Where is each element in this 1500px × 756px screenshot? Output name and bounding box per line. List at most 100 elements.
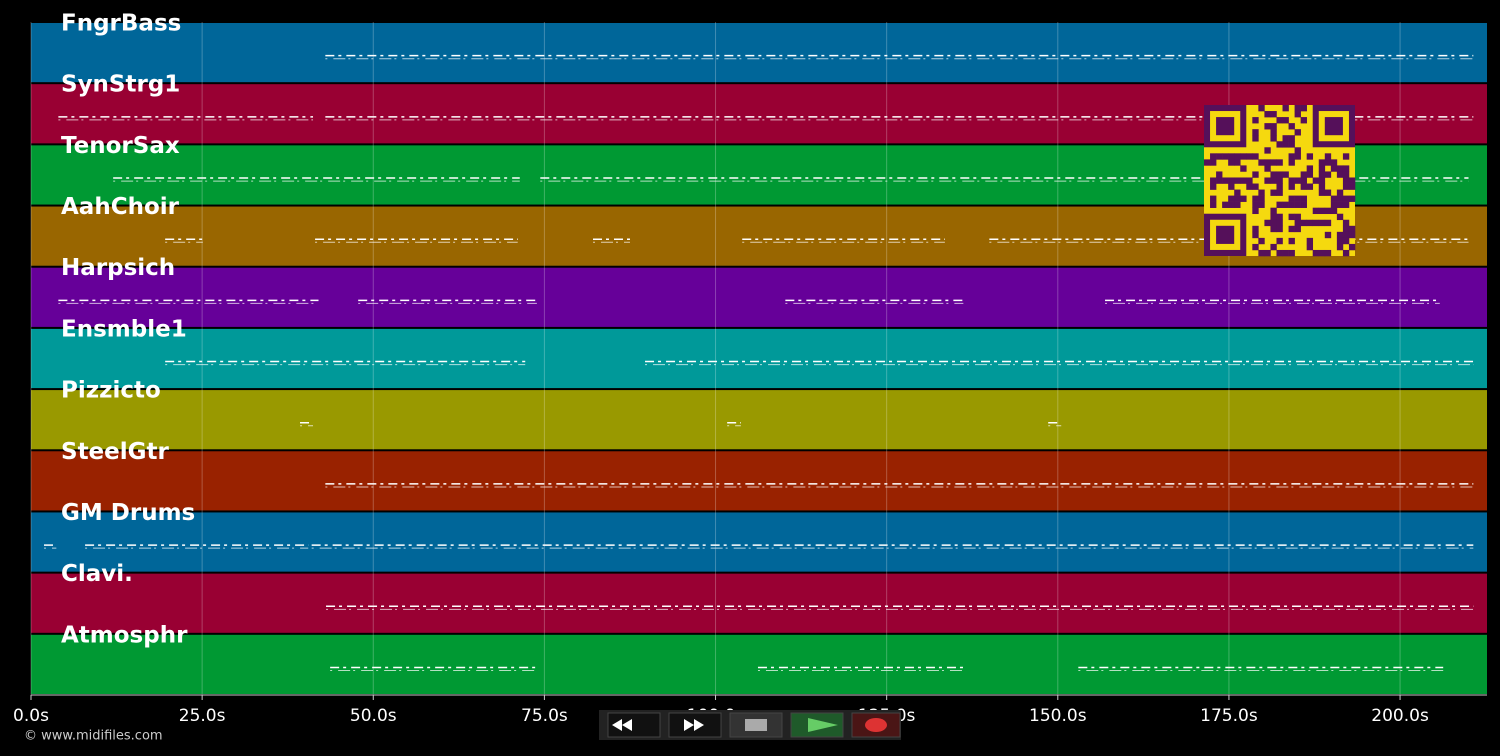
qr-cell bbox=[1270, 177, 1277, 184]
qr-cell bbox=[1228, 195, 1235, 202]
qr-cell bbox=[1240, 165, 1247, 172]
qr-cell bbox=[1300, 219, 1307, 227]
track-name: Atmosphr bbox=[61, 622, 188, 648]
qr-cell bbox=[1270, 135, 1277, 142]
qr-cell bbox=[1324, 207, 1332, 215]
qr-cell bbox=[1342, 195, 1350, 202]
qr-cell bbox=[1258, 159, 1265, 166]
qr-cell bbox=[1336, 189, 1344, 196]
qr-cell bbox=[1234, 195, 1241, 202]
qr-cell bbox=[1342, 249, 1350, 257]
qr-cell bbox=[1342, 165, 1350, 172]
qr-cell bbox=[1324, 153, 1332, 160]
credit: © www.midifiles.com bbox=[24, 729, 163, 744]
qr-cell bbox=[1306, 237, 1314, 245]
qr-cell bbox=[1330, 159, 1338, 166]
qr-cell bbox=[1294, 153, 1301, 160]
qr-cell bbox=[1228, 201, 1235, 208]
qr-cell bbox=[1246, 177, 1253, 184]
qr-cell bbox=[1252, 201, 1259, 208]
qr-cell bbox=[1228, 177, 1235, 184]
qr-cell bbox=[1324, 189, 1332, 196]
track-lane bbox=[31, 634, 1487, 694]
forward-icon bbox=[684, 719, 704, 731]
play-icon bbox=[808, 718, 838, 732]
qr-cell bbox=[1234, 177, 1241, 184]
qr-cell bbox=[1342, 201, 1350, 208]
qr-cell bbox=[1276, 189, 1283, 196]
qr-cell bbox=[1276, 117, 1283, 124]
qr-cell bbox=[1270, 225, 1277, 233]
x-tick-label: 25.0s bbox=[179, 706, 226, 726]
qr-cell bbox=[1252, 153, 1259, 160]
qr-cell bbox=[1288, 213, 1295, 221]
qr-cell bbox=[1348, 231, 1356, 239]
track-name: Harpsich bbox=[61, 255, 175, 281]
qr-cell bbox=[1258, 249, 1265, 257]
qr-cell bbox=[1282, 249, 1289, 257]
qr-finder-core bbox=[1324, 117, 1343, 136]
qr-cell bbox=[1270, 219, 1277, 227]
qr-cell bbox=[1336, 171, 1344, 178]
qr-cell bbox=[1294, 195, 1301, 202]
qr-cell bbox=[1336, 237, 1344, 245]
qr-cell bbox=[1318, 177, 1326, 184]
qr-finder-core bbox=[1216, 117, 1235, 136]
qr-cell bbox=[1216, 177, 1223, 184]
qr-cell bbox=[1324, 249, 1332, 257]
qr-cell bbox=[1270, 243, 1277, 251]
track-name: SynStrg1 bbox=[61, 72, 180, 98]
qr-cell bbox=[1336, 231, 1344, 239]
qr-cell bbox=[1282, 141, 1289, 148]
qr-cell bbox=[1324, 231, 1332, 239]
qr-cell bbox=[1312, 219, 1320, 227]
record-button[interactable] bbox=[851, 712, 901, 738]
qr-cell bbox=[1294, 201, 1301, 208]
qr-cell bbox=[1252, 183, 1259, 190]
qr-cell bbox=[1330, 165, 1338, 172]
qr-cell bbox=[1252, 207, 1259, 215]
qr-code bbox=[1204, 104, 1356, 257]
qr-cell bbox=[1240, 195, 1247, 202]
qr-cell bbox=[1228, 183, 1235, 190]
qr-cell bbox=[1276, 237, 1283, 245]
qr-cell bbox=[1348, 183, 1356, 190]
qr-cell bbox=[1258, 201, 1265, 208]
qr-cell bbox=[1270, 129, 1277, 136]
qr-cell bbox=[1312, 249, 1320, 257]
qr-cell bbox=[1306, 183, 1314, 190]
qr-cell bbox=[1276, 225, 1283, 233]
track-lane bbox=[31, 267, 1487, 327]
qr-cell bbox=[1306, 219, 1314, 227]
qr-cell bbox=[1204, 159, 1211, 166]
qr-cell bbox=[1276, 213, 1283, 221]
qr-cell bbox=[1210, 183, 1217, 190]
qr-finder bbox=[1204, 213, 1247, 257]
qr-cell bbox=[1228, 153, 1235, 160]
qr-cell bbox=[1306, 153, 1314, 160]
qr-cell bbox=[1306, 243, 1314, 251]
qr-cell bbox=[1294, 129, 1301, 136]
qr-cell bbox=[1264, 249, 1271, 257]
qr-cell bbox=[1300, 183, 1307, 190]
qr-cell bbox=[1252, 135, 1259, 142]
qr-cell bbox=[1270, 111, 1277, 118]
qr-cell bbox=[1222, 177, 1229, 184]
qr-cell bbox=[1342, 171, 1350, 178]
qr-cell bbox=[1216, 153, 1223, 160]
qr-cell bbox=[1294, 213, 1301, 221]
qr-cell bbox=[1264, 147, 1271, 154]
transport-controls bbox=[599, 710, 901, 740]
qr-cell bbox=[1300, 177, 1307, 184]
x-tick-label: 75.0s bbox=[521, 706, 568, 726]
qr-cell bbox=[1264, 159, 1271, 166]
qr-cell bbox=[1276, 159, 1283, 166]
qr-cell bbox=[1324, 219, 1332, 227]
qr-cell bbox=[1264, 111, 1271, 118]
qr-cell bbox=[1342, 231, 1350, 239]
qr-cell bbox=[1264, 165, 1271, 172]
qr-finder bbox=[1312, 104, 1355, 148]
track-lane bbox=[31, 573, 1487, 633]
qr-cell bbox=[1252, 117, 1259, 124]
qr-cell bbox=[1336, 213, 1344, 221]
